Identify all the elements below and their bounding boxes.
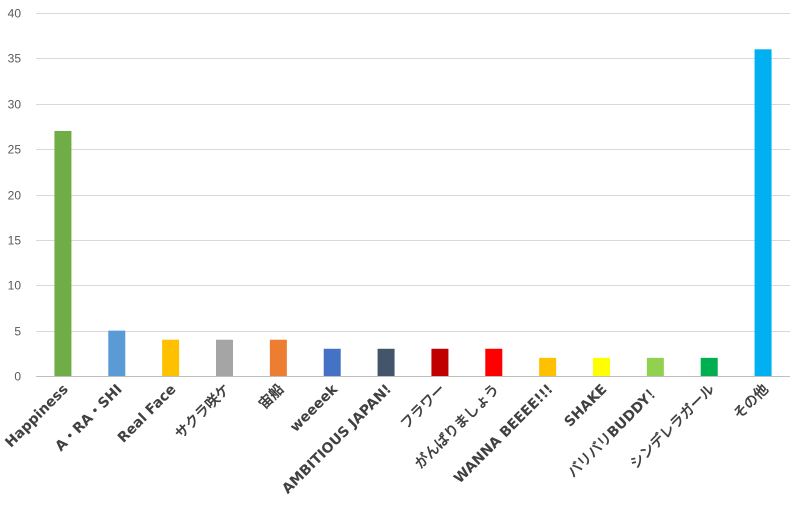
x-category-label: weeeek: [287, 381, 341, 435]
bar: [485, 348, 503, 376]
y-tick-label: 35: [8, 52, 22, 66]
bar: [539, 357, 557, 376]
bar: [593, 357, 610, 376]
y-tick-label: 25: [8, 143, 22, 157]
x-category-label: Real Face: [115, 382, 180, 447]
bar: [700, 357, 718, 376]
x-category-label: サクラ咲ケ: [172, 381, 234, 443]
y-axis-tick-labels: 0 5 10 15 20 25 30 35 40: [8, 7, 22, 384]
bar: [108, 330, 126, 377]
y-tick-label: 0: [14, 370, 21, 384]
y-tick-label: 40: [8, 7, 22, 21]
bar: [646, 357, 664, 376]
x-category-label: AMBITIOUS JAPAN!: [279, 382, 395, 498]
bar: [162, 339, 180, 376]
x-category-label: フラワー: [398, 382, 449, 433]
x-category-label: WANNA BEEEE!!!: [451, 382, 556, 487]
bar: [377, 348, 395, 376]
y-tick-label: 30: [8, 98, 22, 112]
bar: [269, 339, 287, 376]
bar: [431, 348, 449, 376]
bar: [54, 130, 72, 376]
y-tick-label: 20: [8, 189, 22, 203]
bars: [54, 49, 772, 377]
y-tick-label: 15: [8, 234, 22, 248]
gridlines: [36, 13, 790, 377]
bar: [754, 49, 772, 377]
x-category-label: 宙船: [255, 381, 287, 413]
bar: [216, 339, 233, 376]
y-tick-label: 10: [8, 279, 22, 293]
x-category-label: バリバリBUDDY！: [565, 382, 664, 481]
bar: [323, 348, 341, 376]
y-tick-label: 5: [14, 325, 21, 339]
x-category-label: その他: [730, 381, 772, 423]
x-category-label: SHAKE: [562, 382, 611, 431]
